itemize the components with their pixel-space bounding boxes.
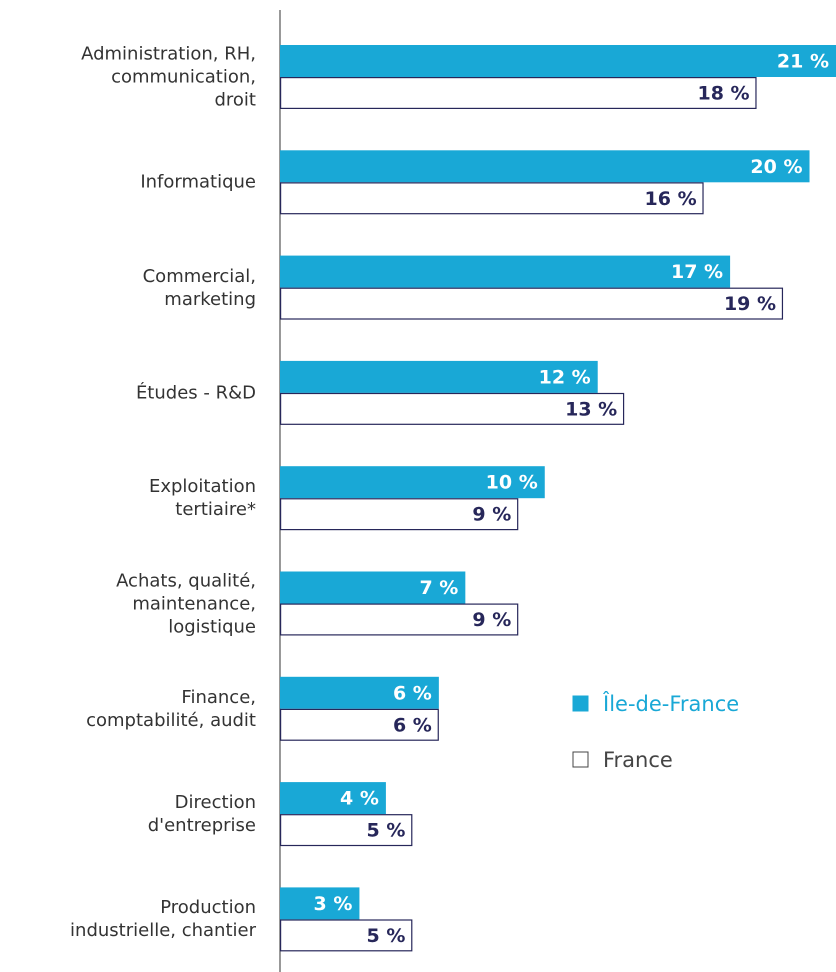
bar [280,150,810,183]
category-label: Achats, qualité, maintenance, logistique [116,570,256,637]
legend-swatch [572,695,589,712]
category-label: Direction d'entreprise [147,792,256,837]
value-label: 7 % [419,577,458,599]
bar [280,887,360,920]
value-label: 18 % [697,83,749,105]
value-label: 20 % [750,156,802,178]
bar [280,603,519,636]
category-label: Production industrielle, chantier [70,897,256,942]
category-label: Exploitation tertiaire* [148,476,256,521]
bar [280,392,625,425]
bar [280,708,439,741]
value-label: 10 % [486,472,538,494]
value-label: 13 % [565,398,617,420]
bar [280,571,466,604]
value-label: 6 % [393,682,432,704]
category-label: Commercial, marketing [142,265,256,310]
value-label: 17 % [671,261,723,283]
bar [280,466,545,499]
value-label: 5 % [367,820,406,842]
category-label: Études - R&D [135,382,256,404]
category-label: Finance, comptabilité, audit [86,686,256,731]
value-label: 6 % [393,714,432,736]
category-label: Administration, RH, communication, droit [81,43,256,111]
bar [280,287,784,320]
value-label: 21 % [777,51,829,73]
bar [280,255,731,288]
value-label: 12 % [539,366,591,388]
bar [280,782,386,815]
bar [280,76,757,109]
bar [280,45,836,77]
value-label: 4 % [340,788,379,810]
value-label: 5 % [367,925,406,947]
legend-label: Île-de-France [602,691,739,716]
value-label: 19 % [724,293,776,315]
legend-swatch [572,751,589,768]
bar [280,676,439,709]
bar [280,360,598,393]
bar [280,182,704,215]
bar [280,498,519,531]
bar [280,919,413,952]
value-label: 9 % [472,504,511,526]
value-label: 3 % [314,893,353,915]
value-label: 9 % [472,609,511,631]
value-label: 16 % [645,188,697,210]
bar [280,814,413,847]
category-label: Informatique [140,171,256,193]
legend-label: France [603,748,673,772]
